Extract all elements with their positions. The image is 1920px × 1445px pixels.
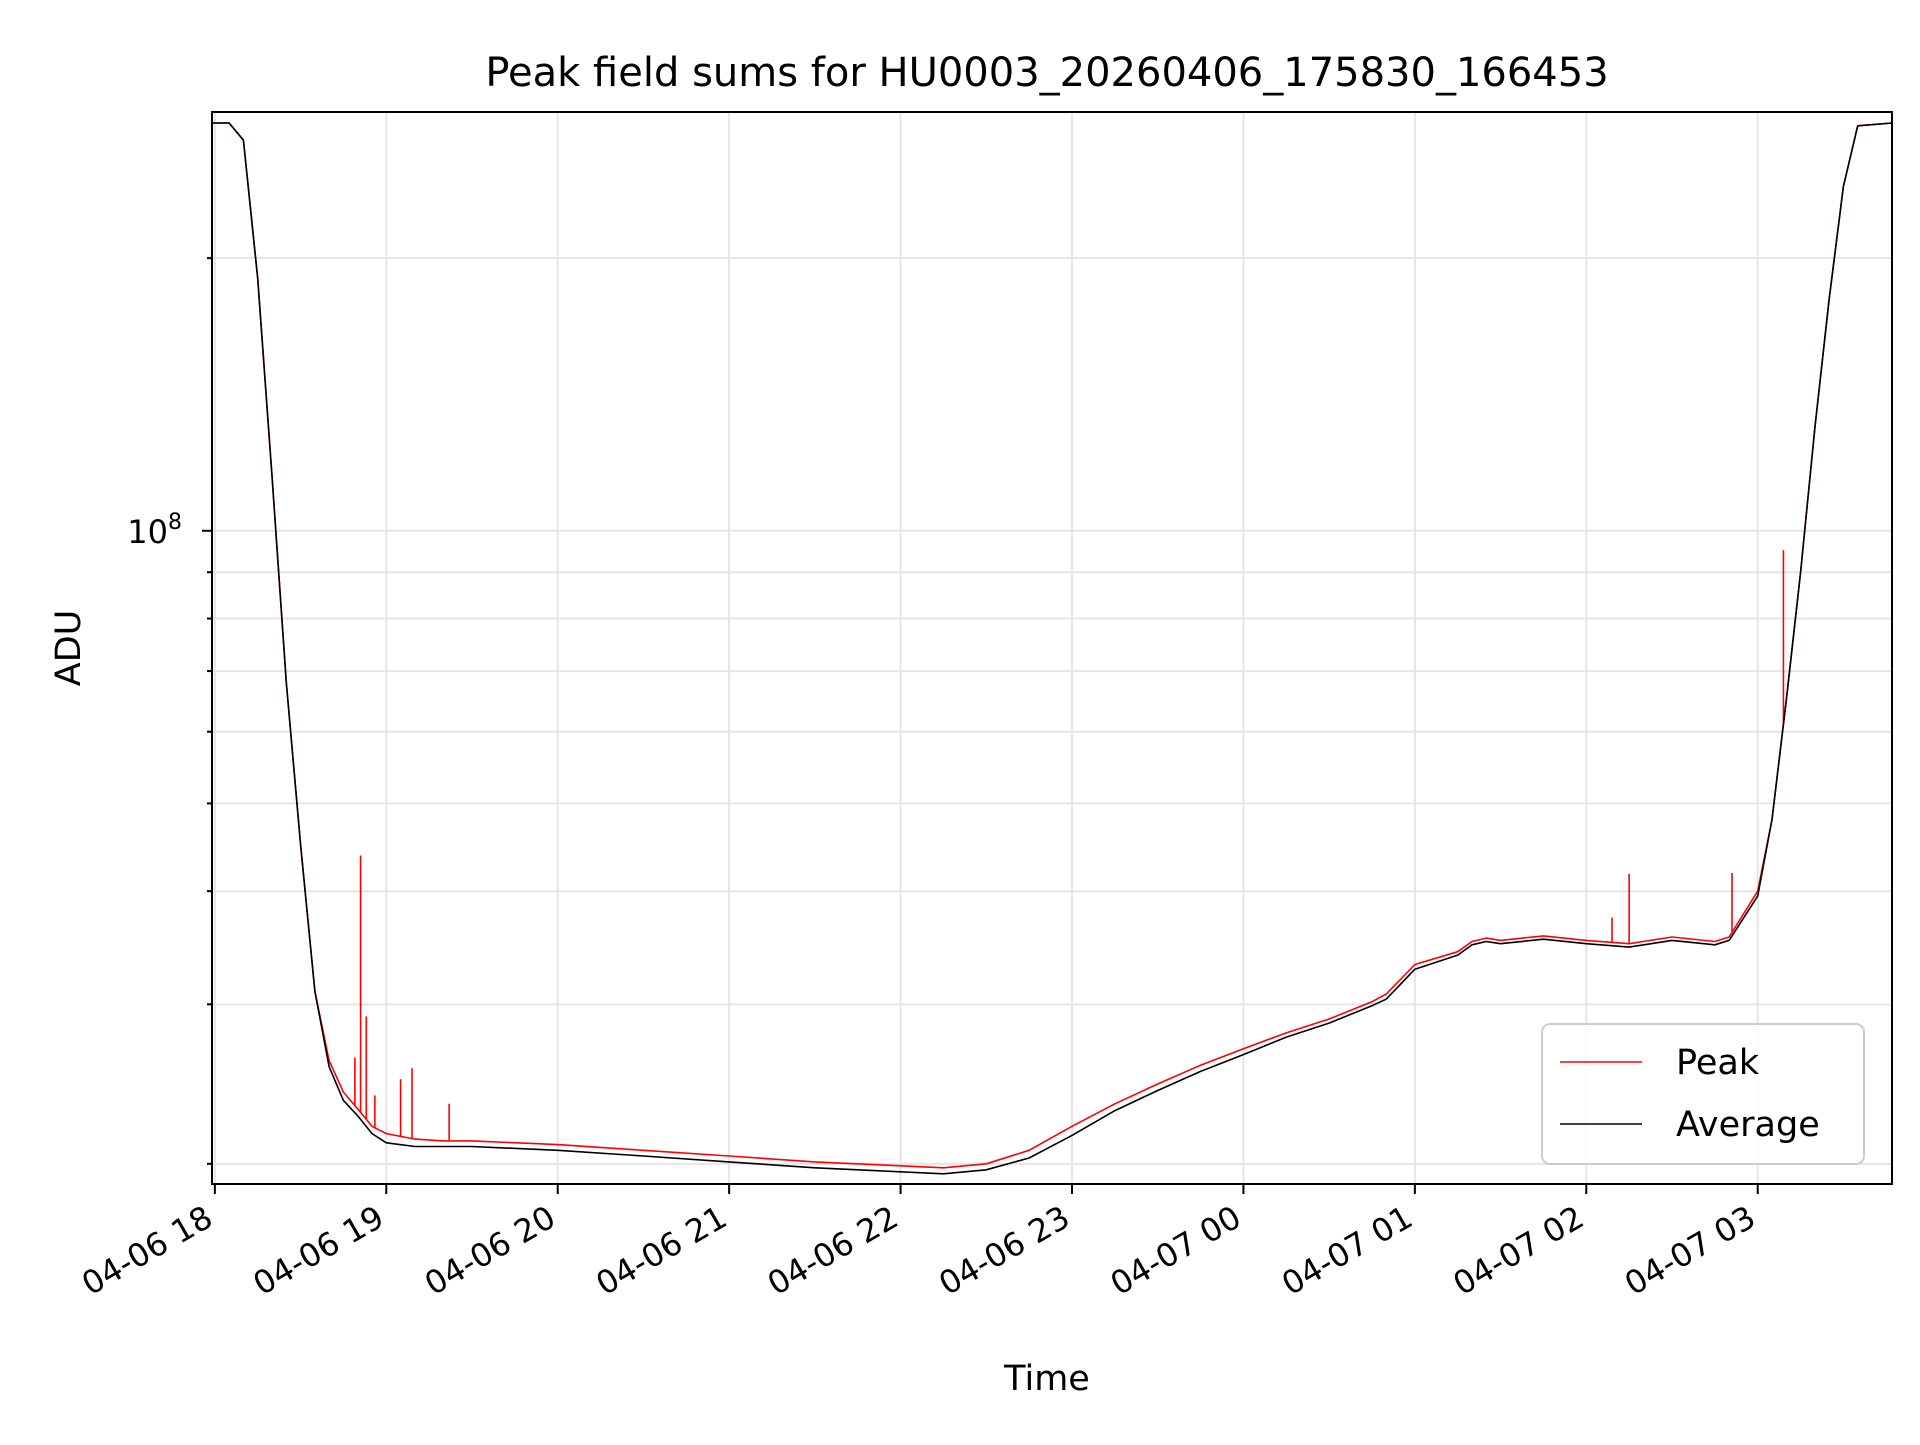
series-line-average xyxy=(212,122,1893,1175)
chart-title: Peak field sums for HU0003_20260406_1758… xyxy=(485,50,1608,96)
legend-label-peak: Peak xyxy=(1676,1043,1760,1083)
series-line-peak xyxy=(212,122,1893,1169)
series-layer xyxy=(212,122,1893,1175)
plot-frame xyxy=(211,111,1893,1185)
y-axis-label: ADU xyxy=(49,610,89,687)
legend-label-average: Average xyxy=(1676,1105,1820,1145)
x-axis-label: Time xyxy=(1003,1359,1090,1399)
grid xyxy=(212,112,1892,1184)
legend-box xyxy=(1541,1023,1865,1165)
y-tick-label: 108 xyxy=(127,510,182,551)
legend: Peak Average xyxy=(1541,1023,1865,1165)
y-axis: 108 xyxy=(127,257,212,1165)
